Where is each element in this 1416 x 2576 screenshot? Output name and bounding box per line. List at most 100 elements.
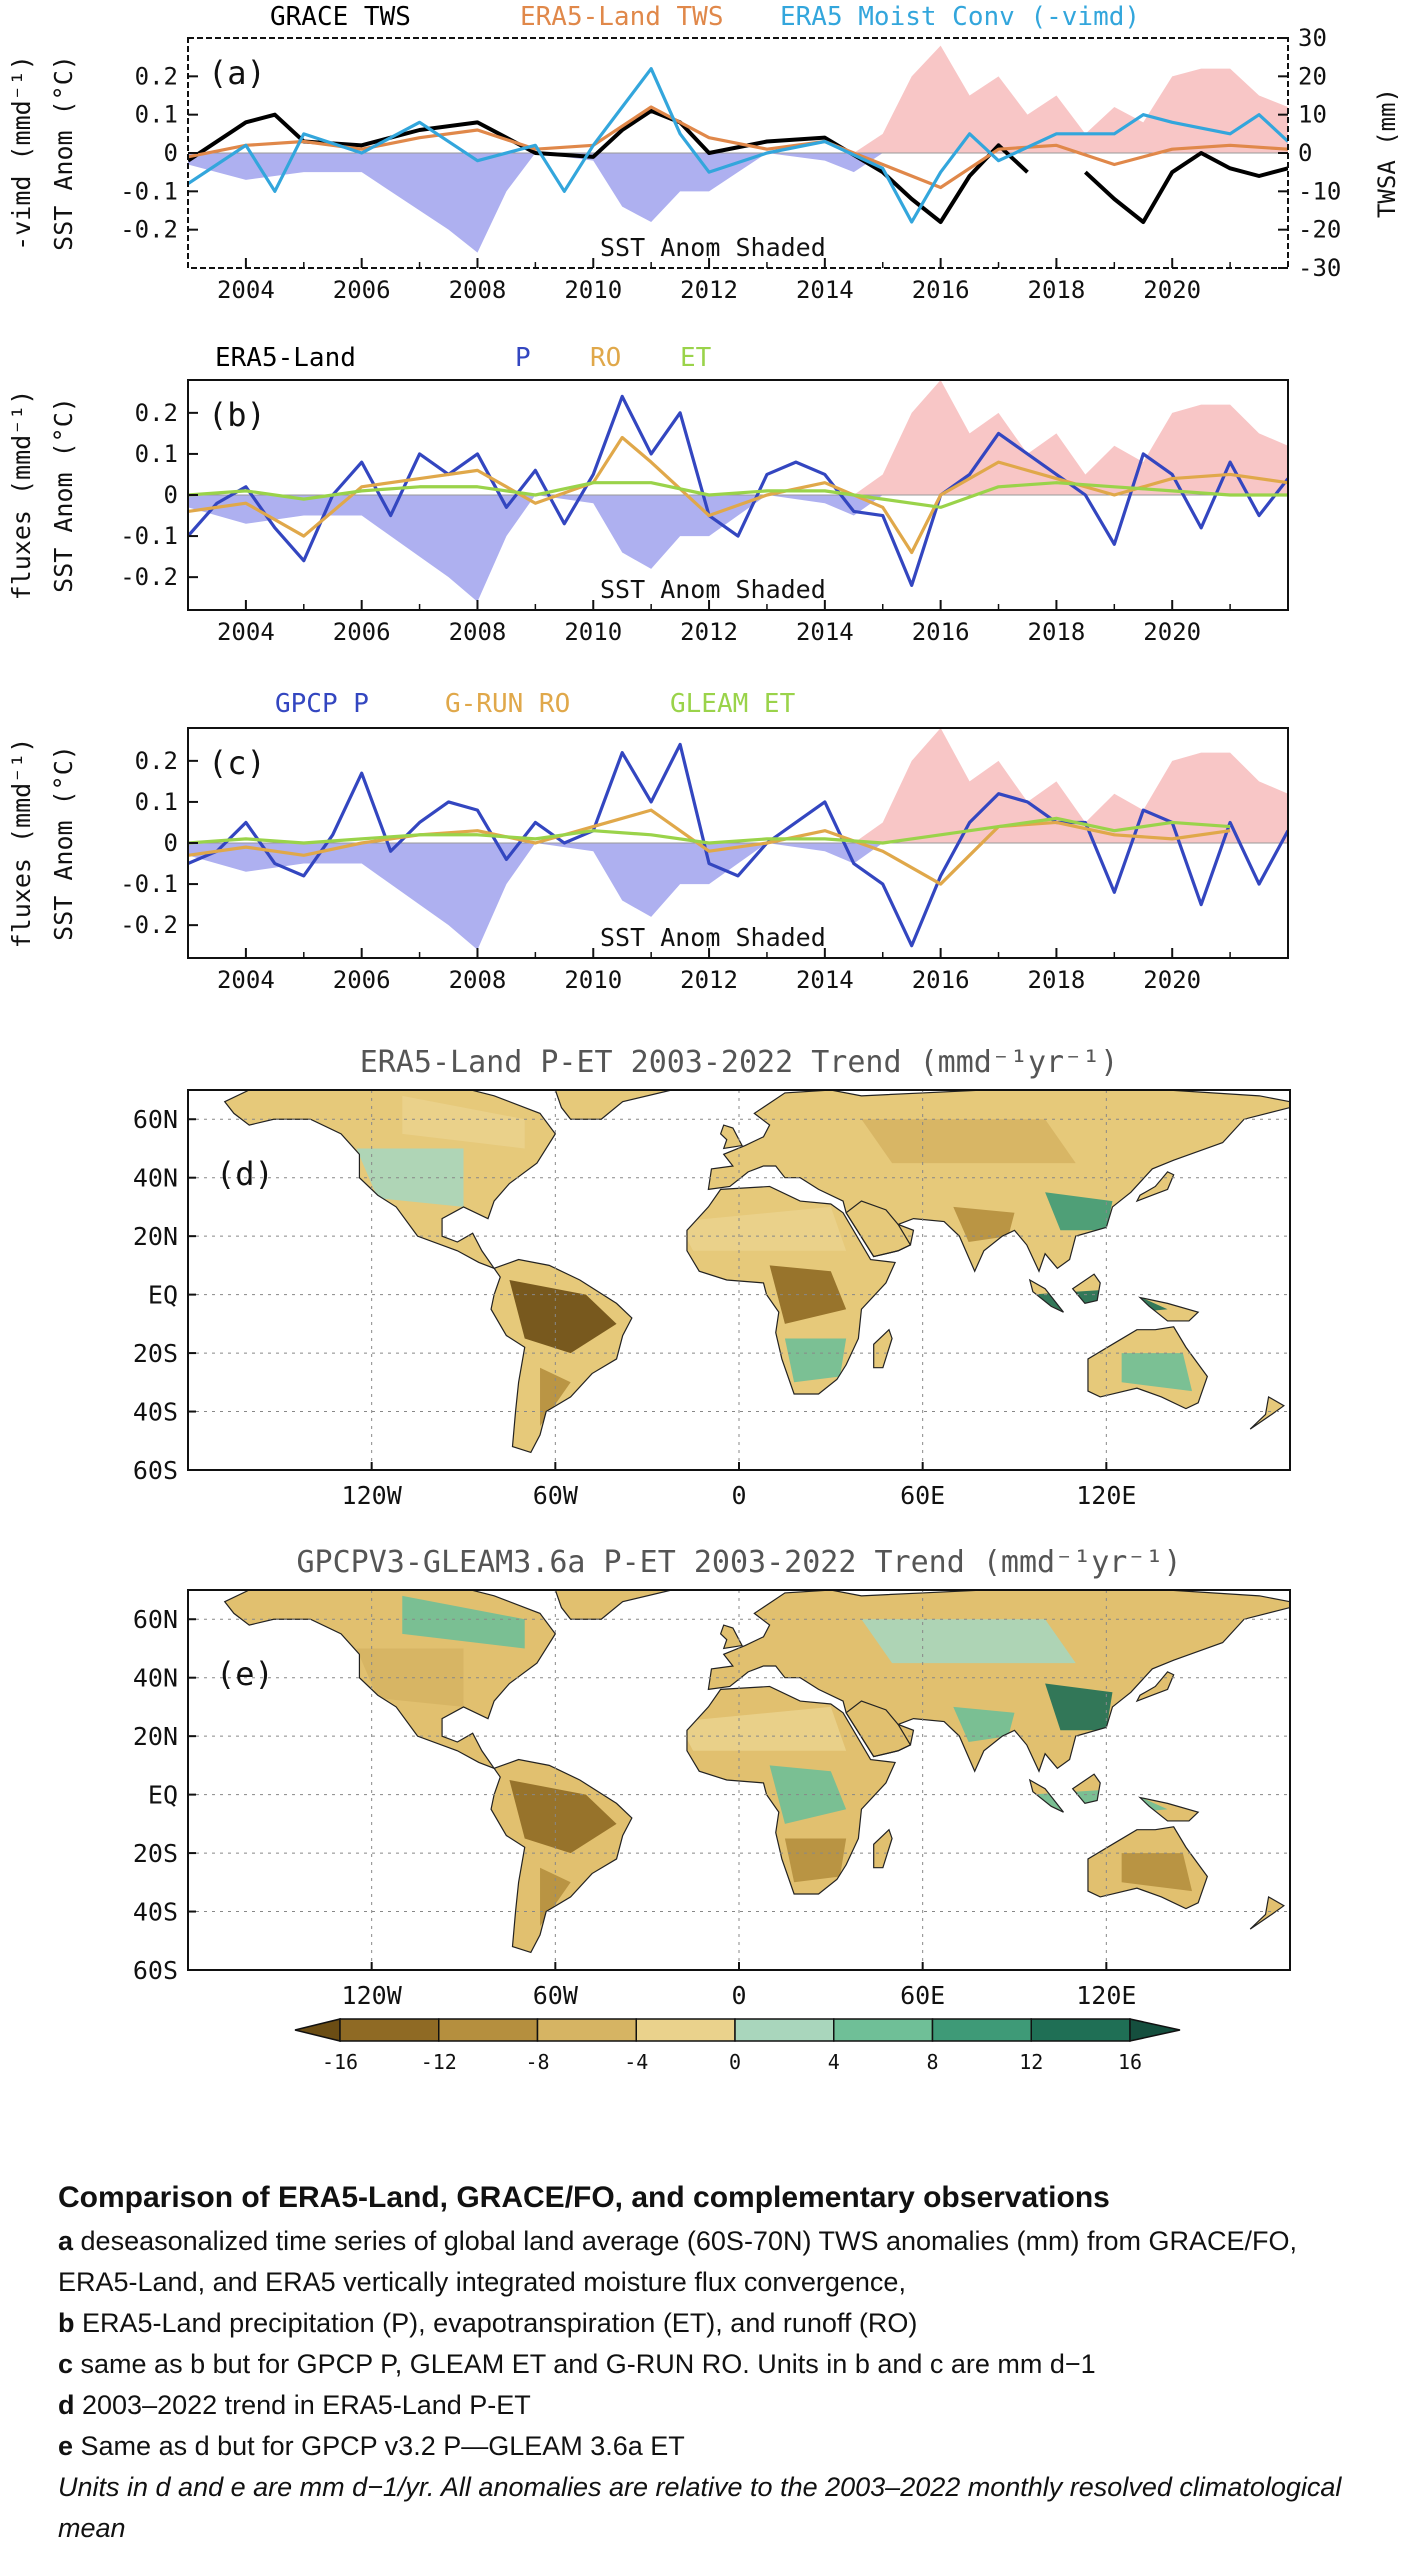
series-line-p bbox=[188, 394, 1288, 587]
colorbar-label: -4 bbox=[624, 2050, 648, 2074]
lon-label: 120E bbox=[1076, 1481, 1136, 1510]
lat-label: 40S bbox=[133, 1398, 178, 1427]
panel-b: 0.2 0.1 0 -0.1 -0.2 2004 2006 2008 2010 2012 2014 2… bbox=[7, 343, 1289, 646]
map-e: GPCPV3-GLEAM3.6a P-ET 2003-2022 Trend (m… bbox=[133, 1545, 1291, 2010]
xtick-label: 2006 bbox=[333, 618, 391, 646]
lat-label: 40N bbox=[133, 1164, 178, 1193]
caption-item-c: c same as b but for GPCP P, GLEAM ET and… bbox=[58, 2349, 1096, 2379]
sst-negative-area bbox=[188, 495, 1288, 602]
xtick-label: 2020 bbox=[1143, 618, 1201, 646]
coastline-japan bbox=[1135, 1671, 1175, 1703]
land-japan bbox=[1136, 1671, 1174, 1702]
ytick-right-label: 0 bbox=[1298, 139, 1312, 167]
colorbar-bin bbox=[1030, 2018, 1131, 2042]
caption-item-a: a deseasonalized time series of global l… bbox=[58, 2226, 1298, 2297]
xtick-label: 2008 bbox=[449, 276, 507, 304]
xtick-label: 2014 bbox=[796, 276, 854, 304]
coastline-uk bbox=[719, 1124, 743, 1150]
legend-entry: P bbox=[515, 343, 531, 373]
xtick-label: 2016 bbox=[912, 618, 970, 646]
series-line-gleam-et bbox=[188, 816, 1231, 845]
ylabel-left: -vimd (mmd⁻¹) bbox=[7, 55, 36, 251]
lon-label: 120W bbox=[342, 1981, 403, 2010]
xtick-label: 2016 bbox=[912, 966, 970, 994]
ytick-right-label: -30 bbox=[1298, 254, 1341, 282]
ytick-label: 0.1 bbox=[135, 440, 178, 468]
ytick-label: 0.2 bbox=[135, 747, 178, 775]
trend-region bbox=[1045, 1192, 1113, 1231]
ytick-label: 0.2 bbox=[135, 399, 178, 427]
ytick-label: 0.2 bbox=[135, 62, 178, 90]
colorbar-label: 4 bbox=[828, 2050, 840, 2074]
coastline-new-zealand bbox=[1249, 1895, 1285, 1930]
coastline-greenland bbox=[554, 1590, 672, 1620]
colorbar: -16 -12 -8 -4 0 4 8 12 16 bbox=[294, 2018, 1181, 2074]
xtick-label: 2004 bbox=[217, 276, 275, 304]
lon-label: 0 bbox=[731, 1481, 746, 1510]
colorbar-label: -16 bbox=[322, 2050, 358, 2074]
sst-annotation: SST Anom Shaded bbox=[600, 923, 826, 952]
colorbar-extend-low bbox=[294, 2018, 341, 2042]
coastline-indonesia-borneo bbox=[1071, 1773, 1101, 1805]
coastline-madagascar bbox=[873, 1328, 893, 1369]
lat-label: 60S bbox=[133, 1956, 178, 1985]
trend-region bbox=[861, 1619, 1076, 1664]
panel-label: (b) bbox=[208, 396, 266, 434]
coastline-new-guinea bbox=[1138, 1296, 1200, 1322]
trend-region bbox=[769, 1265, 847, 1324]
ytick-right-label: 30 bbox=[1298, 24, 1327, 52]
legend-entry: G-RUN RO bbox=[445, 689, 570, 719]
xtick-label: 2018 bbox=[1028, 966, 1086, 994]
lon-label: 120W bbox=[342, 1481, 403, 1510]
colorbar-label: 12 bbox=[1019, 2050, 1043, 2074]
trend-region bbox=[953, 1206, 1015, 1242]
panel-label: (a) bbox=[208, 54, 266, 92]
trend-region bbox=[356, 1148, 464, 1207]
sst-positive-area bbox=[188, 728, 1288, 843]
legend-entry: GRACE TWS bbox=[270, 2, 411, 32]
ytick-label: -0.2 bbox=[120, 563, 178, 591]
colorbar-label: -8 bbox=[525, 2050, 549, 2074]
xtick-label: 2012 bbox=[680, 966, 738, 994]
coastline-arabia bbox=[845, 1700, 915, 1758]
coastline-north-america bbox=[223, 1090, 557, 1270]
coastline-arabia bbox=[845, 1200, 915, 1258]
lat-label: 60N bbox=[133, 1105, 178, 1134]
lon-label: 60E bbox=[900, 1981, 945, 2010]
coastline-south-america bbox=[490, 1258, 633, 1454]
coastline-south-america bbox=[490, 1758, 633, 1954]
colorbar-bin bbox=[536, 2018, 637, 2042]
trend-region bbox=[784, 1338, 847, 1383]
caption-item-d: d 2003–2022 trend in ERA5-Land P-ET bbox=[58, 2390, 531, 2420]
coastline-north-america bbox=[223, 1590, 557, 1770]
xtick-label: 2006 bbox=[333, 276, 391, 304]
legend-entry: GPCP P bbox=[275, 689, 369, 719]
ylabel-left: fluxes (mmd⁻¹) bbox=[7, 390, 36, 601]
trend-region bbox=[953, 1706, 1015, 1742]
land-new-guinea bbox=[1140, 1797, 1199, 1821]
sst-annotation: SST Anom Shaded bbox=[600, 575, 826, 604]
map-title: GPCPV3-GLEAM3.6a P-ET 2003-2022 Trend (m… bbox=[296, 1545, 1181, 1580]
series-line-et bbox=[188, 481, 1288, 509]
xtick-label: 2020 bbox=[1143, 966, 1201, 994]
ytick-label: 0 bbox=[164, 481, 178, 509]
lon-label: 60E bbox=[900, 1481, 945, 1510]
ylabel-left: fluxes (mmd⁻¹) bbox=[7, 738, 36, 949]
coastline-uk bbox=[719, 1624, 743, 1650]
series-line-era5-moist-conv-vimd- bbox=[188, 67, 1288, 224]
xtick-label: 2012 bbox=[680, 618, 738, 646]
ytick-right-label: -10 bbox=[1298, 177, 1341, 205]
legend-entry: ERA5-Land bbox=[215, 343, 356, 373]
xtick-label: 2010 bbox=[564, 618, 622, 646]
ytick-label: -0.1 bbox=[120, 177, 178, 205]
colorbar-bin bbox=[931, 2018, 1032, 2042]
xtick-label: 2016 bbox=[912, 276, 970, 304]
lat-label: 40S bbox=[133, 1898, 178, 1927]
series-line-g-run-ro bbox=[188, 808, 1231, 886]
panel-label: (d) bbox=[216, 1155, 274, 1193]
land-eurasia bbox=[708, 1590, 1290, 1772]
caption-note: Units in d and e are mm d−1/yr. All anom… bbox=[58, 2472, 1342, 2543]
series-line-gpcp-p bbox=[188, 742, 1288, 948]
coastline-indonesia-borneo bbox=[1071, 1273, 1101, 1305]
xtick-label: 2010 bbox=[564, 276, 622, 304]
